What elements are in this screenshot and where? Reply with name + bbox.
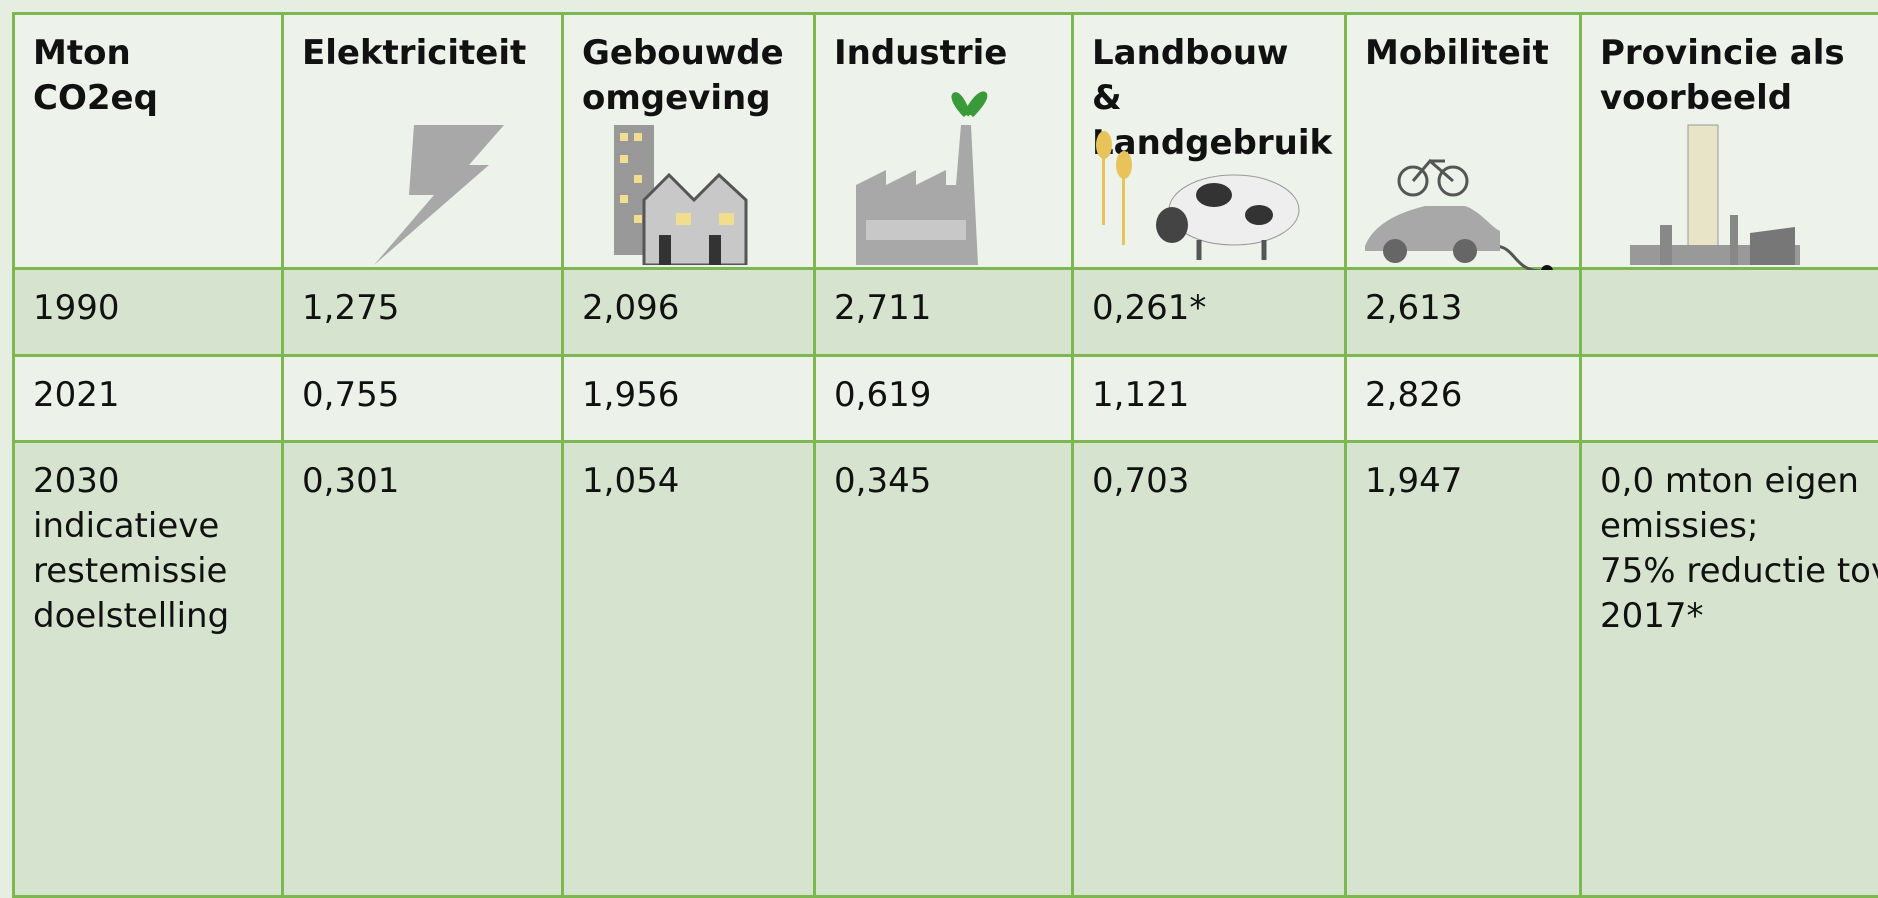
cell-text: 2,613 [1365, 288, 1462, 328]
cell-text: 2,711 [834, 288, 931, 328]
table-cell: 2,096 [563, 269, 815, 356]
header-text: Gebouwde omgeving [582, 33, 784, 118]
province-building-icon [1630, 115, 1800, 265]
header-cell: Elektriciteit [283, 14, 563, 269]
header-cell: Provincie als voorbeeld [1581, 14, 1878, 269]
header-text: Mobiliteit [1365, 33, 1549, 73]
header-row: Mton CO2eq Elektriciteit Gebouwde omgevi… [14, 14, 1878, 269]
emissions-table: Mton CO2eq Elektriciteit Gebouwde omgevi… [12, 12, 1878, 898]
cell-text: 1,054 [582, 461, 679, 501]
cell-text: 2030 indicatieve restemissie doelstellin… [33, 461, 229, 636]
table-row: 2030 indicatieve restemissie doelstellin… [14, 442, 1878, 897]
header-cell: Mobiliteit [1346, 14, 1581, 269]
table-cell: 1,054 [563, 442, 815, 897]
table-cell: 1,956 [563, 356, 815, 442]
table-cell: 0,619 [815, 356, 1073, 442]
header-text: Mton CO2eq [33, 33, 158, 118]
cell-text: 0,261* [1092, 288, 1206, 328]
header-text: Industrie [834, 33, 1007, 73]
page: Mton CO2eq Elektriciteit Gebouwde omgevi… [0, 0, 1878, 825]
cell-text: 1990 [33, 288, 120, 328]
factory-icon [856, 85, 1006, 265]
lightning-icon [374, 125, 504, 265]
table-cell: 2,711 [815, 269, 1073, 356]
table-cell: 2,826 [1346, 356, 1581, 442]
cell-line: 0,0 mton eigen emissies; [1600, 459, 1878, 549]
cell-text: 2021 [33, 375, 120, 415]
table-cell: 0,703 [1073, 442, 1346, 897]
cell-text: 0,619 [834, 375, 931, 415]
agriculture-icon [1084, 115, 1324, 265]
table-row: 1990 1,275 2,096 2,711 0,261* 2,613 [14, 269, 1878, 356]
table-cell: 1,121 [1073, 356, 1346, 442]
header-text: Elektriciteit [302, 33, 526, 73]
table-cell: 1990 [14, 269, 283, 356]
header-text: Provincie als voorbeeld [1600, 33, 1845, 118]
header-cell: Landbouw & Landgebruik [1073, 14, 1346, 269]
table-cell: 2030 indicatieve restemissie doelstellin… [14, 442, 283, 897]
buildings-icon [614, 125, 764, 265]
table-cell: 1,947 [1346, 442, 1581, 897]
cell-text: 1,121 [1092, 375, 1189, 415]
car-icon [1365, 151, 1585, 281]
table-cell: 0,0 mton eigen emissies;75% reductie tov… [1581, 442, 1878, 897]
cell-text: 2,096 [582, 288, 679, 328]
cell-text: 0,703 [1092, 461, 1189, 501]
cell-text: 1,947 [1365, 461, 1462, 501]
cell-text: 0,345 [834, 461, 931, 501]
cell-text: 2,826 [1365, 375, 1462, 415]
cell-text: 0,755 [302, 375, 399, 415]
table-cell: 2,613 [1346, 269, 1581, 356]
table-cell: 2021 [14, 356, 283, 442]
cell-line: 75% reductie tov 2017* [1600, 549, 1878, 639]
table-cell: 0,345 [815, 442, 1073, 897]
table-cell: 1,275 [283, 269, 563, 356]
table-cell: 0,301 [283, 442, 563, 897]
header-cell: Industrie [815, 14, 1073, 269]
header-cell: Gebouwde omgeving [563, 14, 815, 269]
cell-text: 0,301 [302, 461, 399, 501]
header-cell: Mton CO2eq [14, 14, 283, 269]
table-cell [1581, 356, 1878, 442]
table-cell: 0,261* [1073, 269, 1346, 356]
table-cell [1581, 269, 1878, 356]
table-cell: 0,755 [283, 356, 563, 442]
cell-text: 1,275 [302, 288, 399, 328]
cell-text: 1,956 [582, 375, 679, 415]
table-row: 2021 0,755 1,956 0,619 1,121 2,826 [14, 356, 1878, 442]
